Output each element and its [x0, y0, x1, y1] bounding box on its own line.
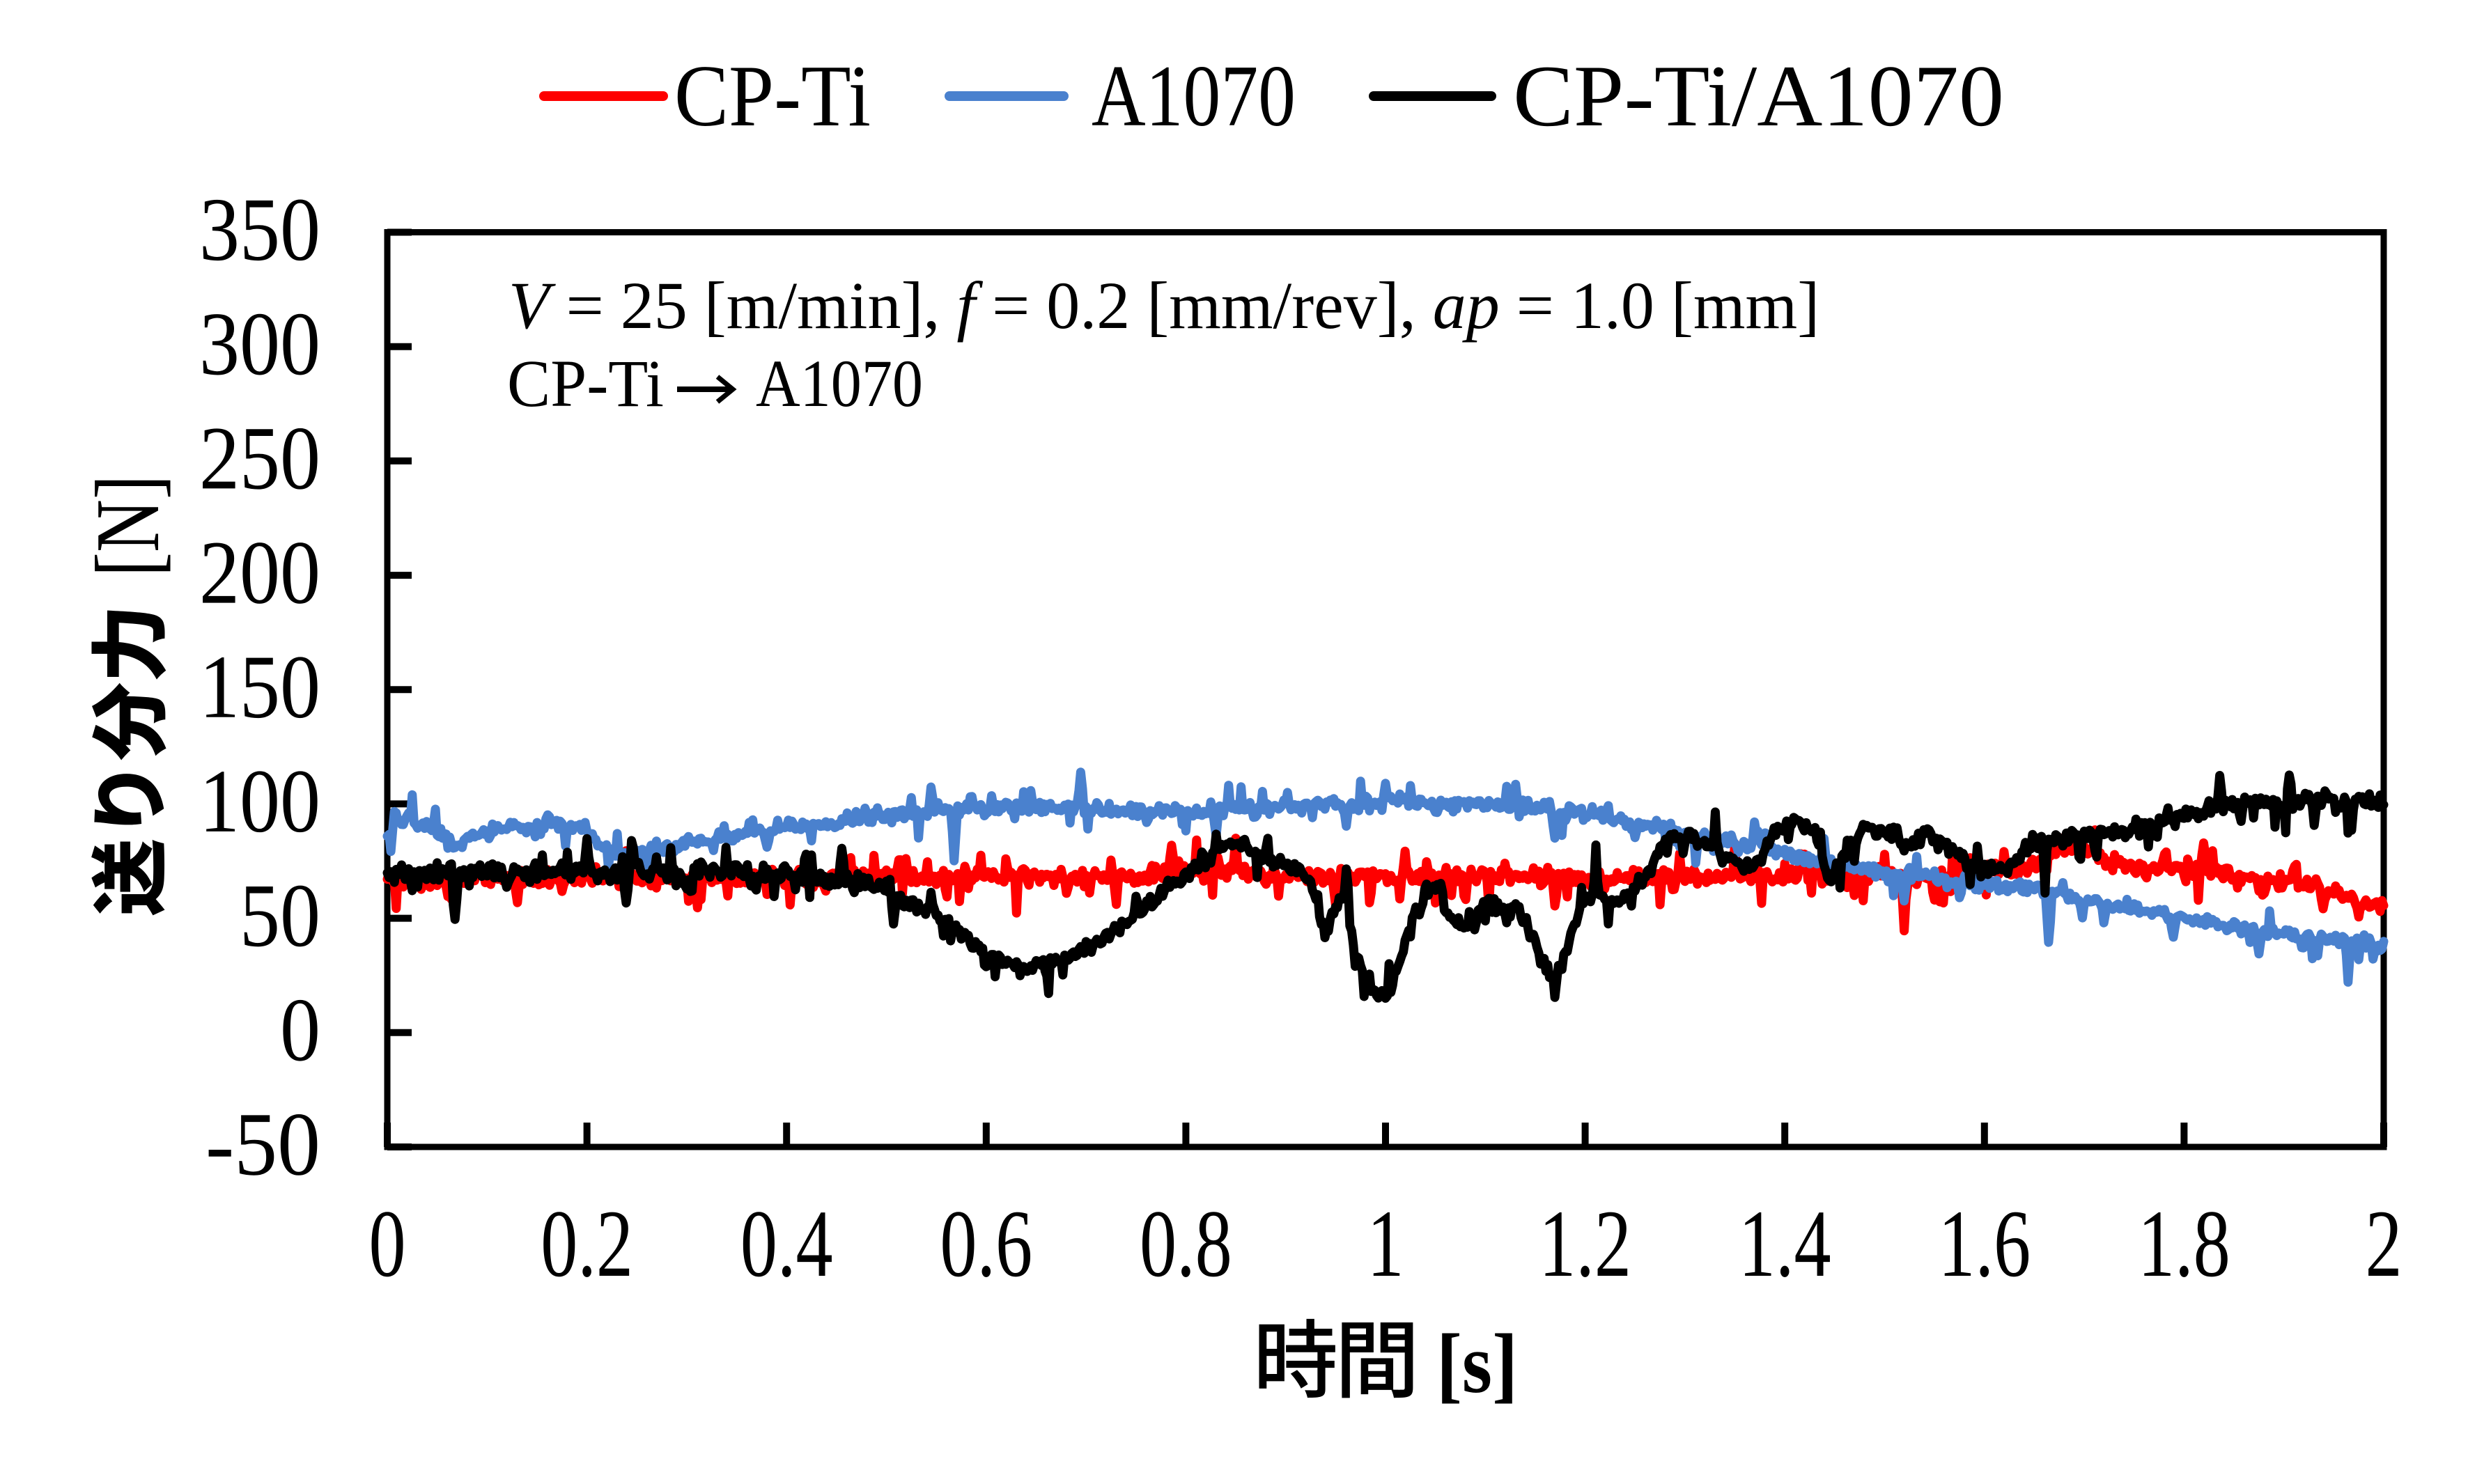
svg-text:CP-Ti: CP-Ti [674, 48, 871, 145]
svg-text:0.8: 0.8 [1140, 1190, 1232, 1297]
svg-text:0: 0 [368, 1190, 405, 1297]
svg-text:300: 300 [199, 294, 320, 394]
svg-text:0: 0 [280, 980, 320, 1080]
svg-text:0.4: 0.4 [740, 1190, 833, 1297]
svg-text:1.2: 1.2 [1539, 1190, 1631, 1297]
svg-text:1: 1 [1367, 1190, 1404, 1297]
svg-text:[N]: [N] [77, 475, 178, 577]
svg-text:100: 100 [199, 751, 320, 852]
svg-text:CP-Ti: CP-Ti [507, 346, 664, 421]
svg-text:250: 250 [199, 408, 320, 508]
svg-text:1.4: 1.4 [1739, 1190, 1831, 1297]
svg-text:CP-Ti/A1070: CP-Ti/A1070 [1513, 48, 2004, 145]
svg-text:0.6: 0.6 [940, 1190, 1032, 1297]
svg-text:A1070: A1070 [1092, 48, 1296, 145]
svg-text:-50: -50 [205, 1095, 320, 1195]
svg-text:200: 200 [199, 523, 320, 623]
svg-text:1.6: 1.6 [1938, 1190, 2031, 1297]
svg-text:50: 50 [240, 866, 320, 966]
svg-text:V = 25 [m/min], f = 0.2 [mm/re: V = 25 [m/min], f = 0.2 [mm/rev], ap = 1… [509, 268, 1819, 343]
svg-text:1.8: 1.8 [2138, 1190, 2230, 1297]
svg-text:[s]: [s] [1436, 1317, 1518, 1411]
svg-text:350: 350 [199, 180, 320, 280]
svg-text:2: 2 [2365, 1190, 2402, 1297]
svg-text:150: 150 [199, 637, 320, 737]
svg-text:A1070: A1070 [756, 346, 923, 421]
svg-text:0.2: 0.2 [541, 1190, 633, 1297]
